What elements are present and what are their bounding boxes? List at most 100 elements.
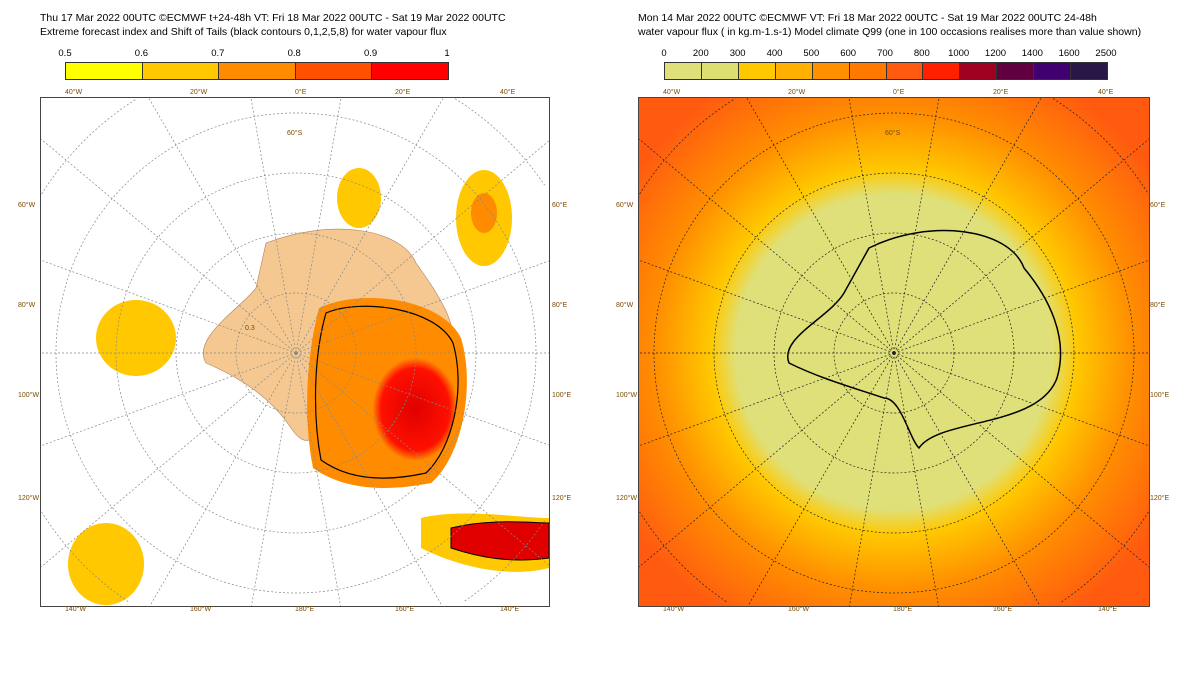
- meridian-line: [893, 352, 1041, 606]
- colorbar-bin-8: [960, 63, 998, 79]
- left-colorbar: [65, 62, 449, 80]
- lon-label-bottom: 140°W: [663, 606, 685, 613]
- lon-label-bottom: 160°E: [395, 606, 415, 613]
- meridian-line: [295, 98, 342, 354]
- lon-label-left: 120°W: [616, 495, 638, 502]
- meridian-line: [893, 352, 1149, 568]
- left-map-efi: [40, 97, 550, 607]
- meridian-line: [149, 352, 297, 606]
- meridian-line: [148, 98, 297, 354]
- colorbar-tick: 0.5: [58, 48, 72, 59]
- lon-label-left: 80°W: [616, 302, 634, 309]
- lon-label-right: 60°E: [1150, 202, 1166, 209]
- colorbar-bin-2: [219, 63, 296, 79]
- meridian-line: [893, 352, 939, 606]
- lon-label-bottom: 140°E: [1098, 606, 1118, 613]
- lon-label-right: 100°E: [552, 392, 572, 399]
- lon-label-top: 20°W: [190, 89, 208, 96]
- efi-extreme-region: [314, 305, 459, 479]
- meridian-line: [639, 138, 895, 354]
- colorbar-bin-4: [372, 63, 448, 79]
- meridian-line: [295, 260, 549, 354]
- lon-label-right: 120°E: [552, 495, 572, 502]
- colorbar-tick: 500: [803, 48, 820, 59]
- right-title-line1: Mon 14 Mar 2022 00UTC ©ECMWF VT: Fri 18 …: [638, 12, 1097, 24]
- colorbar-tick: 300: [729, 48, 746, 59]
- efi-region-ne-core: [471, 193, 497, 233]
- colorbar-bin-0: [66, 63, 143, 79]
- colorbar-bin-1: [142, 63, 220, 79]
- colorbar-tick: 0: [661, 48, 667, 59]
- lon-label-top: 40°E: [1098, 89, 1114, 96]
- meridian-line: [746, 98, 895, 354]
- lon-label-top: 40°W: [663, 89, 681, 96]
- lon-label-bottom: 140°E: [500, 606, 520, 613]
- meridian-line: [639, 352, 895, 447]
- colorbar-tick: 1000: [948, 48, 970, 59]
- meridian-line: [893, 98, 1042, 354]
- meridian-line: [893, 259, 1149, 354]
- colorbar-tick: 600: [840, 48, 857, 59]
- lon-label-top: 0°E: [893, 89, 905, 96]
- colorbar-bin-0: [665, 63, 702, 79]
- lon-label-top: 20°E: [395, 89, 411, 96]
- left-title: Thu 17 Mar 2022 00UTC ©ECMWF t+24-48h VT…: [40, 11, 506, 39]
- meridian-line: [41, 352, 297, 568]
- meridian-line: [41, 138, 297, 354]
- colorbar-tick: 0.7: [211, 48, 225, 59]
- meridian-line: [295, 98, 444, 354]
- meridian-line: [295, 352, 549, 566]
- lat-lon-grid: [639, 98, 1149, 606]
- meridian-line: [639, 352, 895, 568]
- lon-label-right: 100°E: [1150, 392, 1170, 399]
- colorbar-bin-4: [812, 63, 850, 79]
- efi-region-n: [337, 168, 381, 228]
- lon-label-left: 100°W: [616, 392, 638, 399]
- antarctica-outline: [786, 229, 1062, 450]
- colorbar-tick: 0.9: [363, 48, 378, 59]
- lon-label-right: 120°E: [1150, 495, 1170, 502]
- colorbar-tick: 200: [692, 48, 709, 59]
- lon-label-top: 0°E: [295, 89, 307, 96]
- meridian-line: [848, 98, 895, 354]
- lon-label-left: 100°W: [18, 392, 40, 399]
- left-map-svg: [41, 98, 549, 606]
- lon-label-top: 40°W: [65, 89, 83, 96]
- efi-region-w: [96, 300, 176, 376]
- colorbar-tick: 800: [913, 48, 930, 59]
- colorbar-bin-3: [775, 63, 813, 79]
- lon-label-bottom: 160°W: [788, 606, 810, 613]
- meridian-line: [849, 352, 895, 606]
- colorbar-bin-1: [701, 63, 739, 79]
- latitude-circle: [41, 98, 545, 602]
- colorbar-tick: 0.6: [134, 48, 148, 59]
- colorbar-bin-5: [849, 63, 887, 79]
- colorbar-bin-6: [886, 63, 924, 79]
- meridian-line: [747, 352, 895, 606]
- meridian-line: [41, 352, 297, 447]
- left-title-line1: Thu 17 Mar 2022 00UTC ©ECMWF t+24-48h VT…: [40, 12, 506, 24]
- right-map-climate: [638, 97, 1150, 607]
- colorbar-bin-3: [295, 63, 373, 79]
- colorbar-tick: 1600: [1058, 48, 1080, 59]
- right-title: Mon 14 Mar 2022 00UTC ©ECMWF VT: Fri 18 …: [638, 11, 1141, 39]
- meridian-line: [41, 259, 297, 354]
- lon-label-bottom: 160°E: [993, 606, 1013, 613]
- colorbar-tick: 0.8: [287, 48, 301, 59]
- meridian-line: [295, 352, 443, 606]
- right-title-line2: water vapour flux ( in kg.m-1.s-1) Model…: [638, 26, 1142, 38]
- latitude-circle: [653, 112, 1135, 594]
- lon-label-left: 60°W: [18, 202, 36, 209]
- colorbar-bin-7: [923, 63, 961, 79]
- meridian-line: [893, 138, 1149, 354]
- lon-label-bottom: 180°E: [295, 606, 315, 613]
- lon-label-left: 80°W: [18, 302, 36, 309]
- lon-label-right: 80°E: [1150, 302, 1166, 309]
- colorbar-tick: 400: [766, 48, 783, 59]
- efi-region-se-core: [450, 521, 549, 561]
- lat-label: 60°S: [287, 130, 303, 137]
- lon-label-left: 60°W: [616, 202, 634, 209]
- latitude-circle: [55, 112, 537, 594]
- contour-label: 0.3: [245, 325, 255, 332]
- meridian-line: [295, 140, 549, 354]
